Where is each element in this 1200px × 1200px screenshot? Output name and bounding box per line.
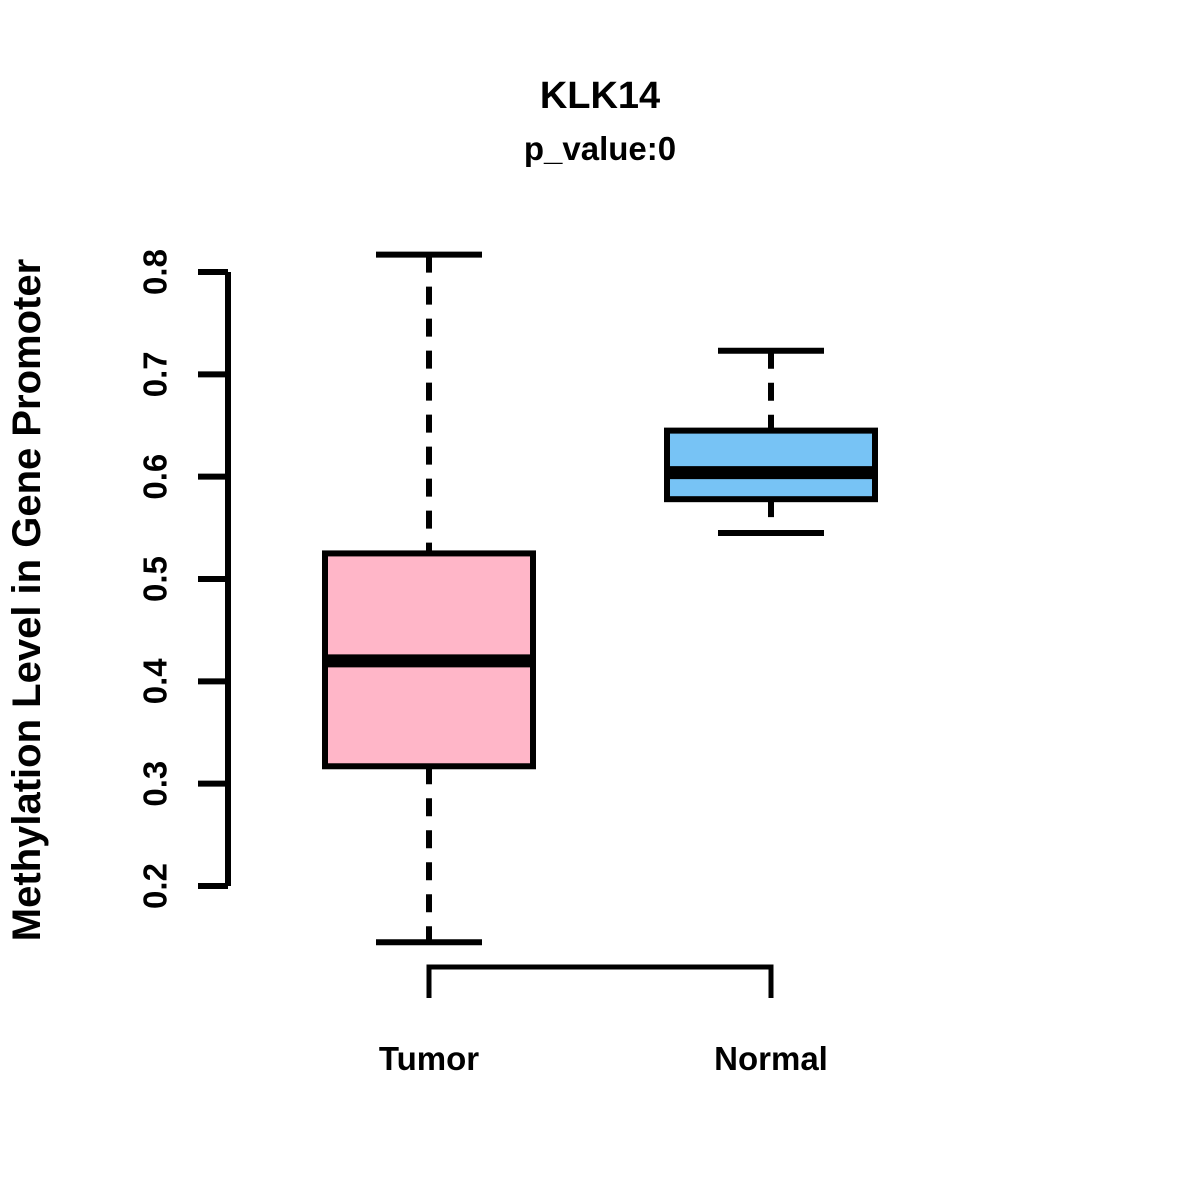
box-normal[interactable]	[664, 347, 878, 536]
x-axis-label-normal: Normal	[714, 1040, 828, 1077]
chart-subtitle: p_value:0	[524, 130, 676, 167]
y-axis-tick-label: 0.7	[137, 351, 174, 397]
box-layer	[322, 251, 878, 946]
chart-title: KLK14	[540, 75, 660, 117]
y-axis-tick-label: 0.6	[137, 454, 174, 500]
y-axis: 0.2 0.3 0.4 0.5 0.6 0.7 0.8	[137, 249, 231, 909]
y-axis-tick-label: 0.5	[137, 556, 174, 602]
y-axis-tick-label: 0.2	[137, 863, 174, 909]
x-axis-label-tumor: Tumor	[379, 1040, 479, 1077]
y-axis-title: Methylation Level in Gene Promoter	[5, 259, 49, 941]
box-rect[interactable]	[664, 427, 878, 503]
y-axis-tick-label: 0.3	[137, 761, 174, 807]
y-axis-tick-label: 0.8	[137, 249, 174, 295]
x-axis: Tumor Normal	[379, 964, 828, 1077]
x-axis-bracket	[426, 964, 774, 998]
y-axis-tick-label: 0.4	[137, 658, 174, 705]
box-tumor[interactable]	[322, 251, 536, 946]
